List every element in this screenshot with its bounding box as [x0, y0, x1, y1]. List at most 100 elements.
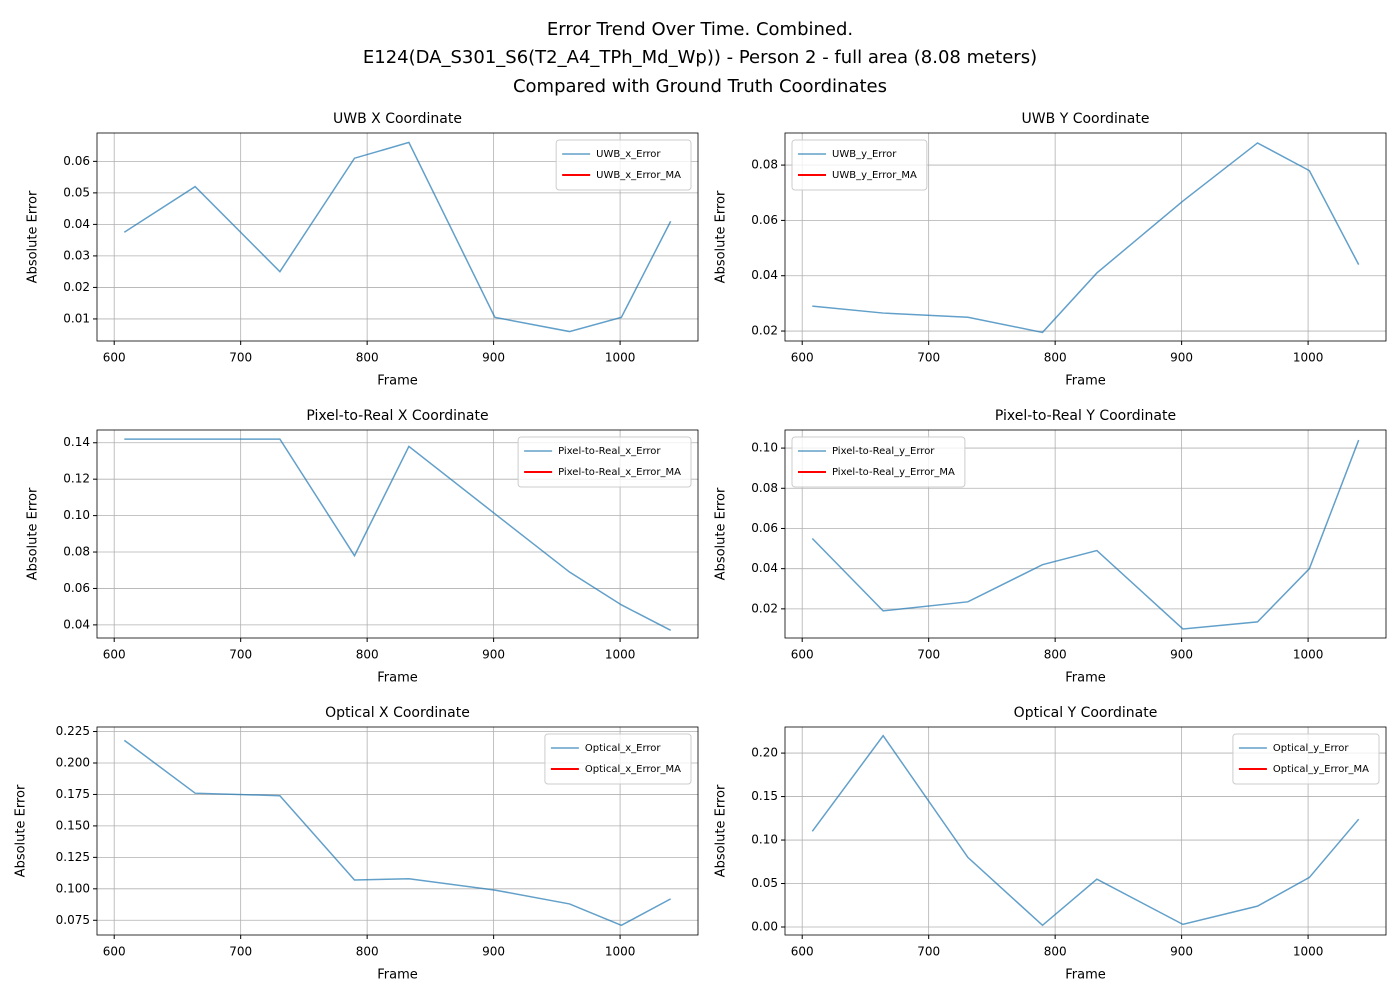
y-tick-label: 0.04	[63, 617, 90, 631]
legend-label: Optical_y_Error_MA	[1273, 764, 1369, 775]
legend: Pixel-to-Real_x_Error Pixel-to-Real_x_Err…	[517, 436, 692, 488]
legend: UWB_y_Error UWB_y_Error_MA	[791, 139, 928, 191]
legend-label: Optical_x_Error	[585, 743, 662, 754]
y-tick-label: 0.06	[63, 154, 90, 168]
x-tick-label: 700	[229, 648, 252, 662]
y-tick-label: 0.04	[751, 268, 778, 282]
x-axis-label: Frame	[377, 374, 418, 389]
legend-box	[517, 436, 692, 488]
x-tick-label: 900	[482, 351, 505, 365]
axes-frame	[96, 429, 699, 639]
axes-frame	[784, 132, 1387, 342]
y-tick-label: 0.10	[751, 833, 778, 847]
x-tick-label: 800	[1044, 648, 1067, 662]
x-tick-label: 1000	[605, 945, 636, 959]
x-tick-label: 1000	[1293, 351, 1324, 365]
axes-frame	[96, 132, 699, 342]
y-tick-label: 0.100	[56, 881, 90, 895]
legend-box	[791, 436, 966, 488]
x-tick-label: 1000	[1293, 648, 1324, 662]
x-tick-label: 800	[1044, 945, 1067, 959]
series-line	[811, 439, 1360, 630]
x-tick-label: 800	[356, 945, 379, 959]
x-tick-label: 600	[791, 351, 814, 365]
x-tick-label: 900	[1170, 945, 1193, 959]
y-tick-label: 0.08	[751, 481, 778, 495]
legend-label: Optical_y_Error	[1273, 743, 1350, 754]
y-axis-label: Absolute Error	[714, 784, 729, 877]
y-tick-label: 0.10	[63, 508, 90, 522]
x-tick-label: 1000	[605, 351, 636, 365]
y-tick-label: 0.05	[751, 876, 778, 890]
legend-label: Pixel-to-Real_x_Error_MA	[558, 467, 681, 478]
x-tick-label: 600	[791, 648, 814, 662]
y-tick-label: 0.05	[63, 185, 90, 199]
series-line	[812, 142, 1360, 334]
y-tick-label: 0.150	[56, 818, 90, 832]
legend-label: UWB_y_Error_MA	[832, 170, 917, 181]
y-axis-label: Absolute Error	[714, 190, 729, 283]
legend-label: UWB_x_Error_MA	[596, 170, 681, 181]
series-line	[123, 739, 672, 927]
x-tick-label: 800	[356, 351, 379, 365]
axes-frame	[784, 429, 1387, 639]
y-axis-label: Absolute Error	[26, 190, 41, 283]
figure-title: Error Trend Over Time. Combined.	[547, 19, 853, 40]
legend-label: UWB_x_Error	[596, 149, 661, 160]
y-tick-label: 0.125	[56, 850, 90, 864]
x-axis-label: Frame	[1065, 968, 1106, 983]
subplot-title: UWB X Coordinate	[333, 111, 462, 127]
y-tick-label: 0.15	[751, 789, 778, 803]
y-tick-label: 0.08	[751, 158, 778, 172]
y-tick-label: 0.04	[63, 217, 90, 231]
subplot-title: UWB Y Coordinate	[1022, 111, 1150, 127]
x-tick-label: 700	[229, 945, 252, 959]
y-tick-label: 0.175	[56, 787, 90, 801]
x-axis-label: Frame	[377, 671, 418, 686]
y-tick-label: 0.04	[751, 561, 778, 575]
y-tick-label: 0.01	[63, 311, 90, 325]
legend-label: Optical_x_Error_MA	[585, 764, 681, 775]
subplot-title: Optical X Coordinate	[325, 705, 470, 721]
y-tick-label: 0.02	[751, 601, 778, 615]
y-tick-label: 0.075	[56, 913, 90, 927]
legend: Optical_x_Error Optical_x_Error_MA	[544, 733, 692, 785]
subplot-title: Pixel-to-Real Y Coordinate	[995, 408, 1176, 424]
y-tick-label: 0.02	[63, 280, 90, 294]
x-tick-label: 600	[103, 351, 126, 365]
x-axis-label: Frame	[1065, 374, 1106, 389]
axes-frame	[96, 726, 699, 936]
y-tick-label: 0.06	[751, 521, 778, 535]
y-axis-label: Absolute Error	[26, 487, 41, 580]
x-tick-label: 900	[1170, 648, 1193, 662]
x-tick-label: 600	[103, 648, 126, 662]
x-tick-label: 700	[229, 351, 252, 365]
x-tick-label: 900	[1170, 351, 1193, 365]
legend-label: UWB_y_Error	[832, 149, 897, 160]
legend: Pixel-to-Real_y_Error Pixel-to-Real_y_Err…	[791, 436, 966, 488]
subplot-title: Optical Y Coordinate	[1014, 705, 1158, 721]
x-tick-label: 1000	[1293, 945, 1324, 959]
y-tick-label: 0.14	[63, 435, 90, 449]
series-line	[123, 141, 672, 333]
legend-label: Pixel-to-Real_x_Error	[558, 446, 661, 457]
x-tick-label: 600	[103, 945, 126, 959]
y-tick-label: 0.06	[751, 213, 778, 227]
y-tick-label: 0.10	[751, 441, 778, 455]
x-tick-label: 700	[917, 945, 940, 959]
y-tick-label: 0.12	[63, 472, 90, 486]
y-tick-label: 0.200	[56, 755, 90, 769]
x-axis-label: Frame	[1065, 671, 1106, 686]
legend-box	[1232, 733, 1380, 785]
x-tick-label: 900	[482, 648, 505, 662]
legend-box	[544, 733, 692, 785]
y-tick-label: 0.225	[56, 724, 90, 738]
x-tick-label: 700	[917, 648, 940, 662]
y-tick-label: 0.02	[751, 324, 778, 338]
figure-title: E124(DA_S301_S6(T2_A4_TPh_Md_Wp)) - Pers…	[363, 47, 1037, 68]
y-tick-label: 0.06	[63, 581, 90, 595]
legend-box	[555, 139, 692, 191]
y-axis-label: Absolute Error	[14, 784, 29, 877]
legend-box	[791, 139, 928, 191]
